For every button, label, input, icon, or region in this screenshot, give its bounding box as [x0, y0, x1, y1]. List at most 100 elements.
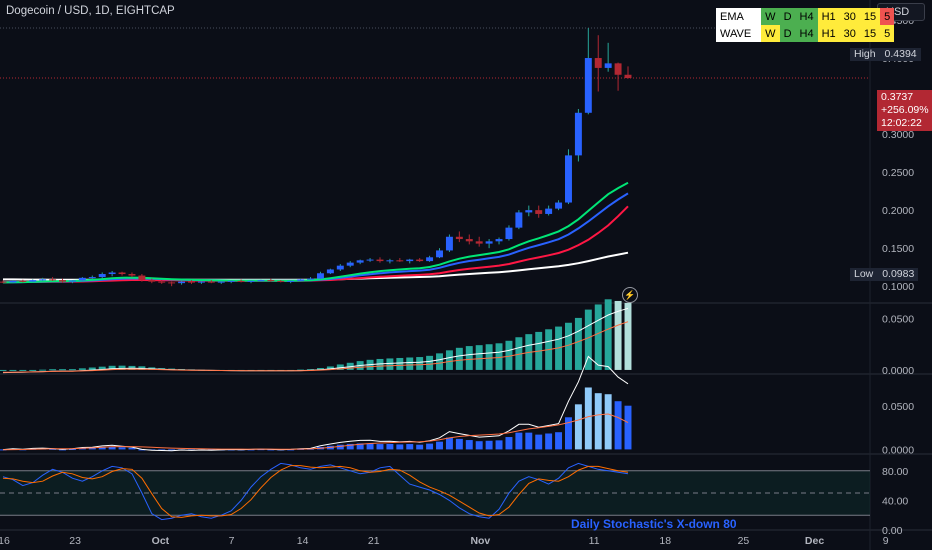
candle-body: [257, 280, 264, 281]
oscillator-2-tick-label: 0.0000: [882, 444, 914, 456]
last-price-tag: 0.3737 +256.09% 12:02:22: [877, 90, 932, 131]
time-tick-label: 11: [589, 535, 600, 547]
histogram-bar: [9, 370, 16, 371]
histogram-bar: [456, 439, 463, 450]
candle-body: [386, 260, 393, 261]
stochastic-label: Daily Stochastic's X-down 80: [571, 517, 737, 531]
histogram-bar: [585, 310, 592, 370]
time-tick-label: 21: [368, 535, 380, 547]
signal-cell: 5: [880, 8, 894, 25]
candle-body: [337, 266, 344, 270]
candle-body: [426, 257, 433, 261]
candle-body: [277, 281, 284, 282]
candle-body: [496, 239, 503, 241]
candle-body: [0, 282, 6, 283]
candle-body: [128, 274, 135, 276]
time-tick-label: 18: [659, 535, 671, 547]
time-tick-label: 14: [297, 535, 309, 547]
stochastic-pane[interactable]: [0, 463, 870, 519]
candle-body: [595, 58, 602, 68]
time-tick-label: Oct: [152, 535, 170, 547]
oscillator-pane-1[interactable]: [0, 299, 631, 372]
signal-cell: 15: [860, 25, 880, 42]
time-tick-label: 23: [69, 535, 81, 547]
main-price-pane[interactable]: [0, 28, 870, 286]
time-tick-label: Dec: [805, 535, 824, 547]
histogram-bar: [486, 441, 493, 450]
signal-cell: H1: [818, 8, 840, 25]
histogram-bar: [386, 358, 393, 369]
candle-body: [99, 274, 106, 277]
histogram-bar: [515, 433, 522, 450]
oscillator-2-line-b: [3, 414, 628, 450]
oscillator-1-tick-label: 0.0500: [882, 313, 914, 325]
candle-body: [228, 281, 235, 282]
price-tick-label: 0.1500: [882, 243, 914, 255]
histogram-bar: [377, 444, 384, 449]
oscillator-1-tick-label: 0.0000: [882, 365, 914, 377]
candle-body: [19, 281, 26, 282]
high-label: High: [854, 48, 876, 60]
candle-body: [198, 282, 205, 283]
candle-body: [307, 279, 314, 280]
oscillator-1-line-b: [3, 322, 628, 373]
histogram-bar: [49, 369, 56, 370]
histogram-bar: [575, 318, 582, 370]
histogram-bar: [406, 444, 413, 449]
candle-body: [49, 279, 56, 280]
histogram-bar: [585, 387, 592, 449]
ema-slow-line: [3, 206, 628, 282]
histogram-bar: [535, 435, 542, 450]
high-value: 0.4394: [885, 48, 917, 60]
candle-body: [297, 279, 304, 281]
ema-fast-line: [3, 183, 628, 283]
histogram-bar: [476, 345, 483, 370]
last-price: 0.3737: [881, 91, 929, 104]
histogram-bar: [525, 433, 532, 450]
time-tick-label: 25: [738, 535, 750, 547]
high-price-tag: High 0.4394: [850, 48, 921, 61]
ema-long-line: [3, 253, 628, 280]
oscillator-2-tick-label: 0.0500: [882, 401, 914, 413]
candle-body: [148, 280, 155, 282]
histogram-bar: [446, 350, 453, 370]
candle-body: [396, 260, 403, 261]
candle-body: [238, 281, 245, 282]
histogram-bar: [595, 393, 602, 449]
candle-body: [505, 228, 512, 239]
candle-body: [248, 281, 255, 282]
oscillator-1-line-a: [3, 308, 628, 372]
histogram-bar: [436, 353, 443, 370]
signal-row-label: WAVE: [716, 25, 761, 42]
histogram-bar: [79, 368, 86, 370]
histogram-bar: [476, 441, 483, 449]
histogram-bar: [69, 369, 76, 370]
time-tick-label: 7: [229, 535, 235, 547]
candle-body: [347, 263, 354, 266]
signal-cell: H1: [818, 25, 840, 42]
candle-body: [357, 260, 364, 262]
signal-cell: H4: [796, 8, 818, 25]
low-value: 0.0983: [882, 268, 914, 280]
candle-body: [89, 277, 96, 278]
candle-body: [59, 280, 66, 282]
lightning-icon[interactable]: ⚡: [622, 287, 638, 303]
candle-body: [575, 113, 582, 156]
histogram-bar: [605, 299, 612, 370]
histogram-bar: [396, 444, 403, 449]
candle-body: [138, 276, 145, 281]
candle-body: [585, 58, 592, 113]
time-axis[interactable]: 16 23 Oct 7 14 21 Nov 11 18 25 Dec 9: [0, 535, 889, 547]
histogram-bar: [466, 440, 473, 449]
candle-body: [188, 282, 195, 283]
signal-cell: D: [780, 25, 796, 42]
time-tick-label: Nov: [470, 535, 490, 547]
histogram-bar: [466, 346, 473, 370]
candle-body: [555, 203, 562, 209]
candle-body: [406, 260, 413, 262]
candle-body: [29, 280, 36, 282]
price-tick-label: 0.2500: [882, 167, 914, 179]
bar-countdown: 12:02:22: [881, 117, 929, 130]
signal-row-ema: EMA W D H4 H1 30 15 5: [716, 8, 894, 25]
